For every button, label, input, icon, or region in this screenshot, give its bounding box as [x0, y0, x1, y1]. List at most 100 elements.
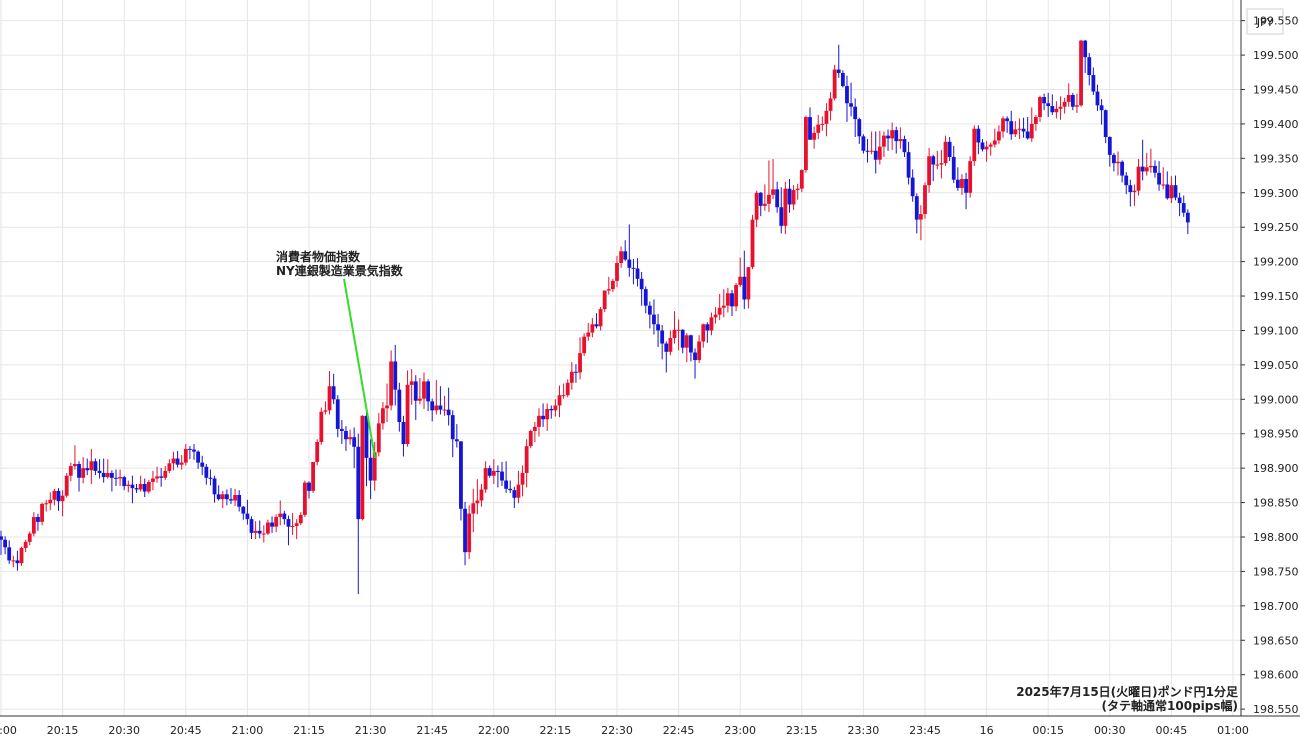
candle	[1058, 96, 1063, 120]
candle	[1140, 139, 1145, 181]
candle	[869, 131, 874, 155]
candle-body	[319, 411, 324, 442]
candle	[93, 458, 98, 476]
candle-body	[1062, 101, 1067, 107]
candle	[910, 169, 915, 202]
candle	[454, 424, 459, 448]
candle-body	[927, 156, 932, 186]
candle-body	[204, 466, 209, 478]
candle-body	[93, 461, 98, 471]
candle-body	[672, 329, 677, 339]
candle	[980, 139, 985, 152]
price-tick-label: 199.250	[1253, 221, 1299, 234]
candle-body	[381, 408, 385, 424]
candle-body	[528, 430, 533, 447]
candle	[565, 379, 570, 398]
candle-body	[290, 525, 295, 527]
candle-body	[762, 203, 767, 206]
candle	[89, 448, 94, 484]
candle	[105, 459, 110, 479]
candle-body	[783, 188, 788, 226]
candle	[442, 395, 447, 416]
candle-body	[906, 152, 911, 178]
candle	[344, 426, 348, 451]
candle	[709, 312, 714, 336]
candle-body	[15, 560, 20, 564]
candle	[307, 481, 311, 499]
candle	[845, 75, 849, 122]
candle	[413, 375, 418, 420]
candle-body	[1148, 165, 1153, 168]
candle	[479, 483, 484, 507]
candle-body	[459, 441, 463, 509]
candle-body	[138, 483, 143, 490]
candle	[787, 179, 792, 213]
candle-body	[446, 409, 451, 416]
candle	[48, 492, 53, 511]
candle	[730, 289, 734, 317]
candle	[758, 192, 763, 217]
candle	[516, 470, 521, 504]
candle	[1132, 184, 1137, 206]
candle	[163, 466, 168, 480]
candle	[44, 499, 49, 512]
candle-body	[652, 314, 656, 325]
candle	[56, 488, 61, 511]
candle	[997, 125, 1001, 144]
candle	[1144, 152, 1149, 176]
candle	[1116, 151, 1120, 176]
candle-body	[734, 285, 738, 307]
candle	[902, 135, 907, 157]
candle-body	[594, 324, 599, 327]
candle	[1157, 161, 1161, 191]
candle	[216, 485, 221, 501]
candle	[992, 128, 997, 148]
candle-body	[935, 164, 940, 166]
candle	[816, 114, 821, 140]
candle	[717, 293, 722, 321]
candle	[693, 348, 697, 379]
candle-body	[882, 135, 886, 147]
candle	[951, 145, 956, 184]
candle	[1005, 116, 1010, 133]
candle-body	[23, 541, 28, 549]
currency-badge	[1246, 8, 1284, 35]
candle	[1136, 159, 1141, 196]
candle	[266, 519, 270, 535]
candle-body	[602, 290, 607, 310]
candle	[64, 472, 69, 498]
candle	[376, 413, 381, 457]
candle-body	[1017, 128, 1022, 130]
candle	[738, 257, 743, 288]
candle-body	[886, 135, 890, 139]
candle	[430, 398, 435, 422]
candle	[1075, 93, 1079, 113]
candle	[1083, 39, 1088, 73]
candle-body	[483, 468, 488, 490]
candle	[233, 488, 237, 507]
candle	[7, 540, 12, 564]
candle-body	[208, 477, 213, 479]
candle-body	[1136, 166, 1141, 191]
candle-body	[508, 488, 513, 491]
candle-body	[266, 522, 270, 534]
candle	[118, 469, 122, 487]
candle-body	[824, 110, 829, 124]
candle	[721, 289, 726, 318]
candle-body	[537, 415, 541, 427]
candle	[278, 500, 283, 526]
candle	[1095, 84, 1100, 111]
candle	[1153, 160, 1157, 178]
candle-body	[192, 449, 196, 452]
candle-body	[1181, 203, 1186, 213]
candle	[964, 172, 968, 210]
candle-body	[725, 293, 730, 306]
time-tick-label: 01:00	[1217, 724, 1249, 737]
candle-body	[1046, 103, 1051, 107]
candle-body	[890, 130, 895, 139]
candle-body	[578, 353, 582, 373]
candle	[1021, 117, 1026, 138]
candle	[984, 141, 989, 162]
candle	[689, 334, 693, 362]
